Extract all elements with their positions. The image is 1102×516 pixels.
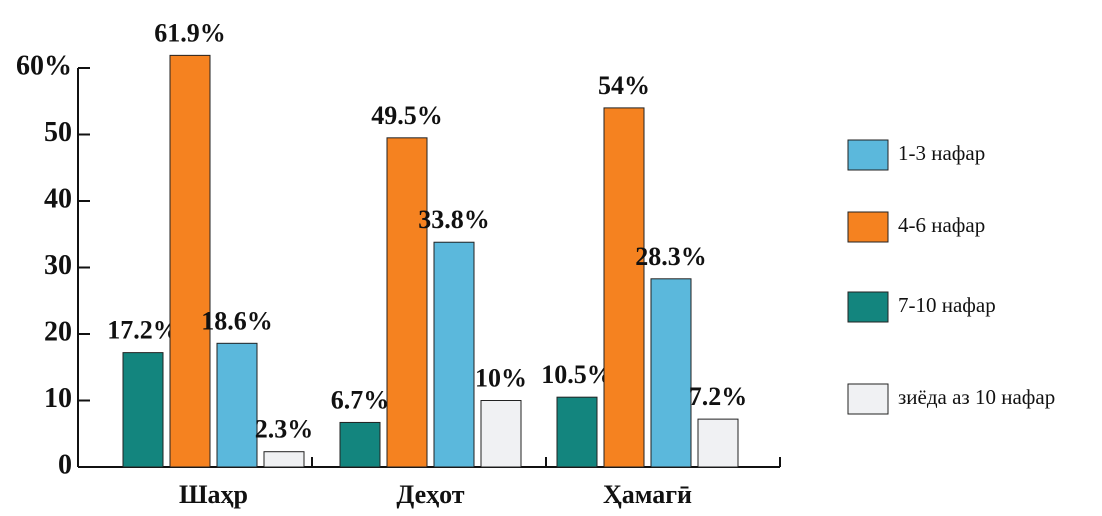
y-tick-label: 60%	[16, 50, 72, 81]
legend-swatch	[847, 383, 889, 415]
value-label: 49.5%	[371, 101, 443, 130]
legend-swatch	[847, 139, 889, 171]
value-label: 61.9%	[154, 18, 226, 47]
bar	[433, 241, 475, 468]
value-label: 6.7%	[331, 385, 390, 414]
y-tick-label: 20	[44, 316, 72, 347]
legend-label: 7-10 нафар	[898, 293, 996, 317]
legend-label: 1-3 нафар	[898, 141, 985, 165]
bar	[480, 400, 522, 468]
value-label: 10.5%	[541, 360, 613, 389]
legend-label: зиёда аз 10 нафар	[898, 385, 1055, 409]
bar	[386, 137, 428, 468]
bar	[216, 342, 258, 468]
y-tick-label: 30	[44, 250, 72, 281]
value-label: 10%	[475, 363, 527, 392]
bar	[697, 418, 739, 468]
value-label: 28.3%	[635, 242, 707, 271]
y-tick-label: 10	[44, 383, 72, 414]
legend-label: 4-6 нафар	[898, 213, 985, 237]
value-label: 54%	[598, 71, 650, 100]
value-label: 2.3%	[255, 415, 314, 444]
x-tick-label: Деҳот	[396, 480, 464, 509]
x-tick-label: Шаҳр	[179, 480, 248, 509]
bar	[650, 278, 692, 468]
value-label: 7.2%	[689, 382, 748, 411]
legend-swatch	[847, 211, 889, 243]
y-tick-label: 50	[44, 117, 72, 148]
legend-swatch	[847, 291, 889, 323]
bar	[122, 352, 164, 468]
y-tick-label: 40	[44, 183, 72, 214]
bar	[339, 421, 381, 468]
bar	[169, 54, 211, 468]
value-label: 33.8%	[418, 205, 490, 234]
x-tick-label: Ҳамагӣ	[603, 480, 692, 509]
value-label: 17.2%	[107, 316, 179, 345]
bar	[603, 107, 645, 468]
bar	[263, 451, 305, 468]
value-label: 18.6%	[201, 306, 273, 335]
bar	[556, 396, 598, 468]
y-tick-label: 0	[58, 449, 72, 480]
